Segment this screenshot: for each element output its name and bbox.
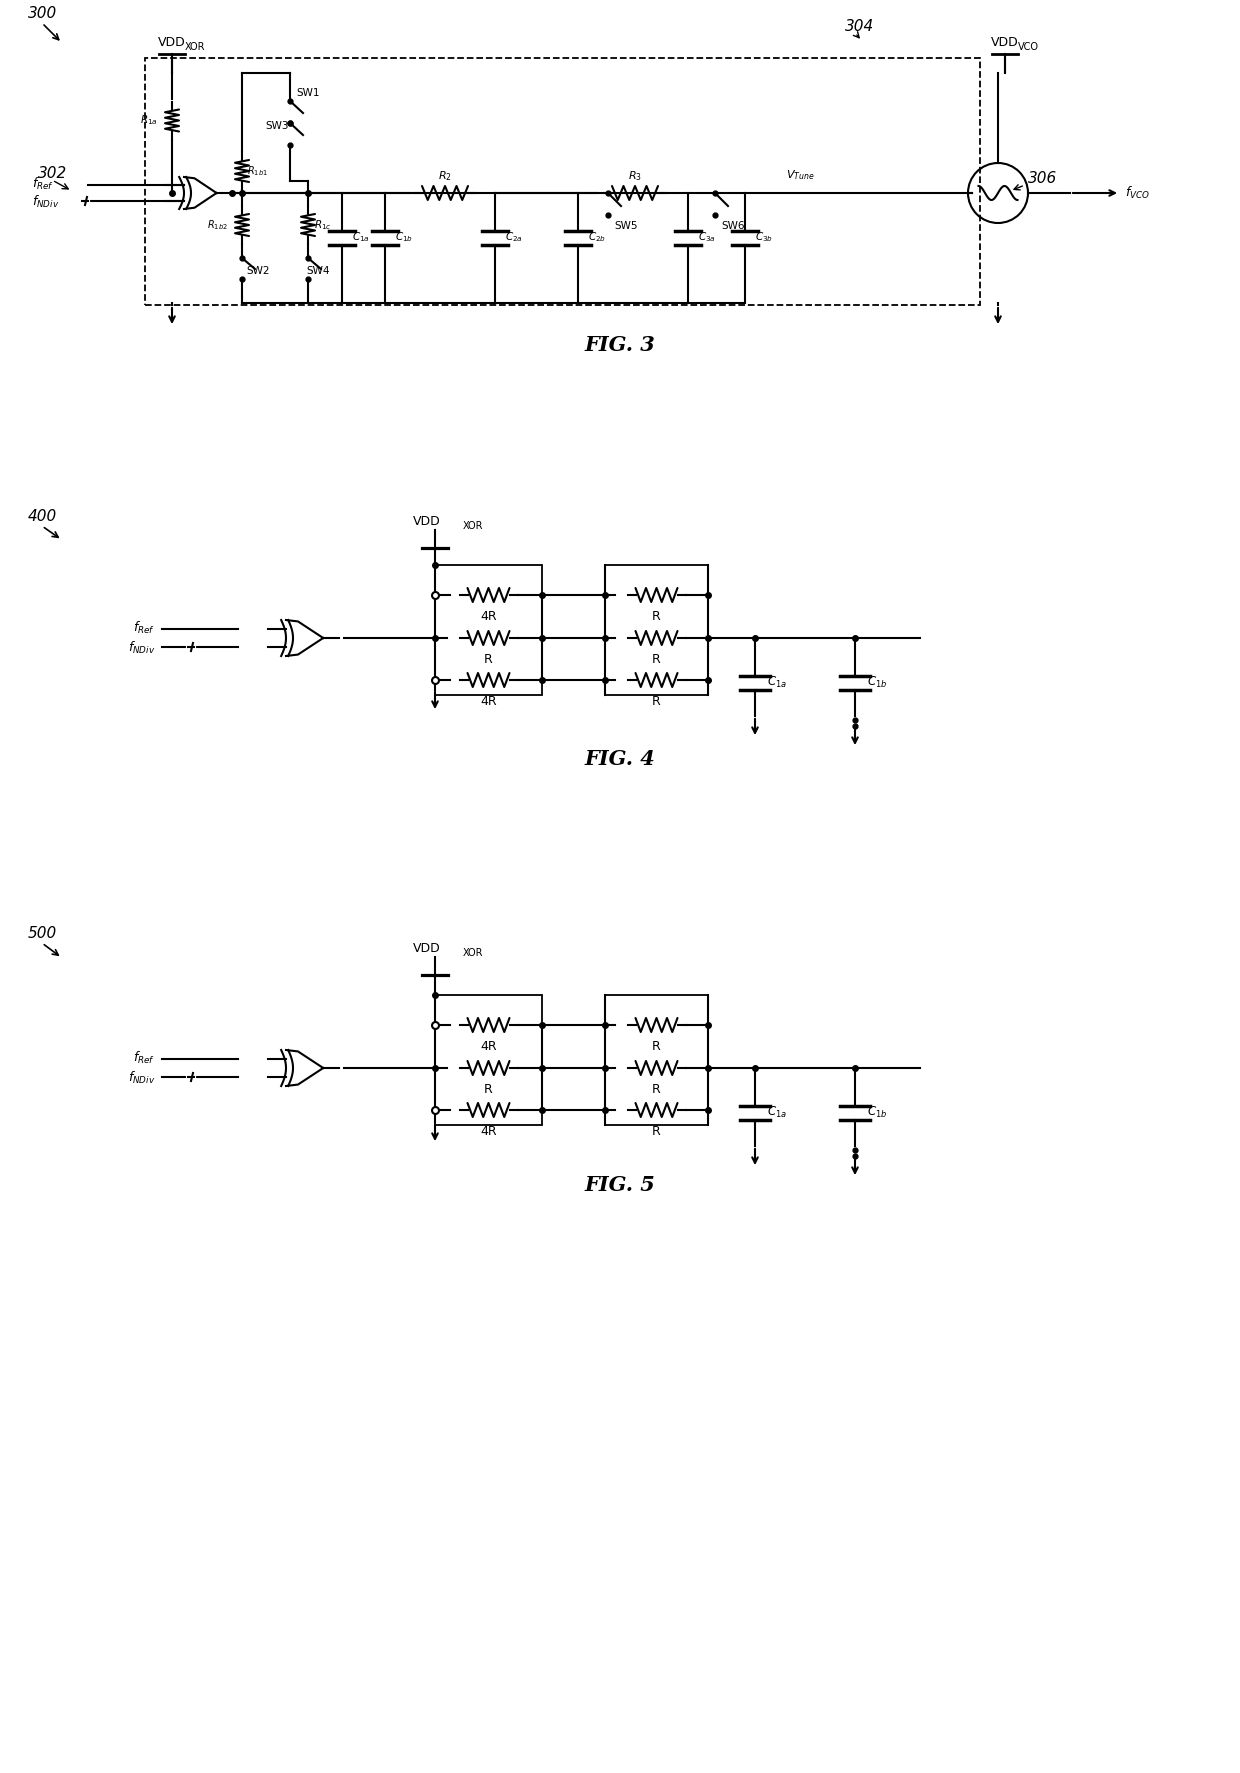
Text: R: R bbox=[652, 652, 661, 667]
Text: $R_{1c}$: $R_{1c}$ bbox=[314, 218, 332, 232]
Text: $C_{1b}$: $C_{1b}$ bbox=[867, 1105, 888, 1119]
Text: SW3: SW3 bbox=[265, 121, 289, 131]
Text: R: R bbox=[652, 1126, 661, 1138]
Text: SW2: SW2 bbox=[246, 266, 269, 277]
Text: 4R: 4R bbox=[480, 1041, 497, 1053]
Text: $f_{Ref}$: $f_{Ref}$ bbox=[133, 1050, 155, 1066]
Text: 4R: 4R bbox=[480, 695, 497, 707]
Text: SW5: SW5 bbox=[614, 222, 637, 230]
Text: VDD: VDD bbox=[413, 941, 440, 956]
Text: R: R bbox=[484, 1083, 492, 1096]
Text: $C_{2b}$: $C_{2b}$ bbox=[588, 230, 606, 245]
Text: $C_{3b}$: $C_{3b}$ bbox=[755, 230, 773, 245]
Text: VDD: VDD bbox=[991, 35, 1019, 50]
Text: 400: 400 bbox=[29, 509, 57, 525]
Text: VDD: VDD bbox=[413, 514, 440, 528]
Text: R: R bbox=[484, 652, 492, 667]
Text: VDD: VDD bbox=[159, 35, 186, 50]
Text: XOR: XOR bbox=[463, 521, 484, 530]
Bar bbox=[145, 59, 980, 305]
Text: 306: 306 bbox=[1028, 170, 1058, 186]
Text: $C_{2a}$: $C_{2a}$ bbox=[505, 230, 523, 245]
Text: FIG. 3: FIG. 3 bbox=[584, 335, 656, 355]
Text: 4R: 4R bbox=[480, 1126, 497, 1138]
Text: $C_{1b}$: $C_{1b}$ bbox=[867, 674, 888, 690]
Text: $R_{1b1}$: $R_{1b1}$ bbox=[247, 165, 268, 177]
Text: $C_{3a}$: $C_{3a}$ bbox=[698, 230, 715, 245]
Bar bbox=[605, 566, 708, 695]
Text: VCO: VCO bbox=[1018, 43, 1039, 51]
Text: FIG. 5: FIG. 5 bbox=[584, 1175, 656, 1195]
Text: XOR: XOR bbox=[463, 949, 484, 957]
Text: R: R bbox=[652, 1041, 661, 1053]
Text: 300: 300 bbox=[29, 5, 57, 21]
Text: $f_{NDiv}$: $f_{NDiv}$ bbox=[128, 640, 155, 656]
Bar bbox=[605, 995, 708, 1126]
Text: R: R bbox=[652, 610, 661, 622]
Text: 4R: 4R bbox=[480, 610, 497, 622]
Text: R: R bbox=[652, 695, 661, 707]
Text: $C_{1a}$: $C_{1a}$ bbox=[352, 230, 370, 245]
Text: $f_{NDiv}$: $f_{NDiv}$ bbox=[32, 193, 60, 209]
Text: $R_3$: $R_3$ bbox=[627, 168, 642, 183]
Text: R: R bbox=[652, 1083, 661, 1096]
Text: $V_{Tune}$: $V_{Tune}$ bbox=[786, 168, 815, 183]
Text: 302: 302 bbox=[38, 167, 67, 181]
Text: FIG. 4: FIG. 4 bbox=[584, 748, 656, 769]
Text: $f_{VCO}$: $f_{VCO}$ bbox=[1125, 184, 1149, 200]
Text: $C_{1a}$: $C_{1a}$ bbox=[768, 1105, 787, 1119]
Text: XOR: XOR bbox=[185, 43, 206, 51]
Text: $f_{Ref}$: $f_{Ref}$ bbox=[133, 621, 155, 637]
Text: $f_{Ref}$: $f_{Ref}$ bbox=[32, 176, 55, 191]
Bar bbox=[435, 995, 542, 1126]
Text: $R_2$: $R_2$ bbox=[438, 168, 451, 183]
Text: $R_{1a}$: $R_{1a}$ bbox=[140, 113, 157, 128]
Text: $R_{1b2}$: $R_{1b2}$ bbox=[207, 218, 228, 232]
Text: $f_{NDiv}$: $f_{NDiv}$ bbox=[128, 1069, 155, 1087]
Text: $C_{1b}$: $C_{1b}$ bbox=[396, 230, 413, 245]
Text: SW6: SW6 bbox=[720, 222, 744, 230]
Text: 500: 500 bbox=[29, 926, 57, 941]
Text: SW1: SW1 bbox=[296, 89, 320, 98]
Text: 304: 304 bbox=[844, 20, 874, 34]
Bar bbox=[435, 566, 542, 695]
Text: $C_{1a}$: $C_{1a}$ bbox=[768, 674, 787, 690]
Text: SW4: SW4 bbox=[306, 266, 330, 277]
